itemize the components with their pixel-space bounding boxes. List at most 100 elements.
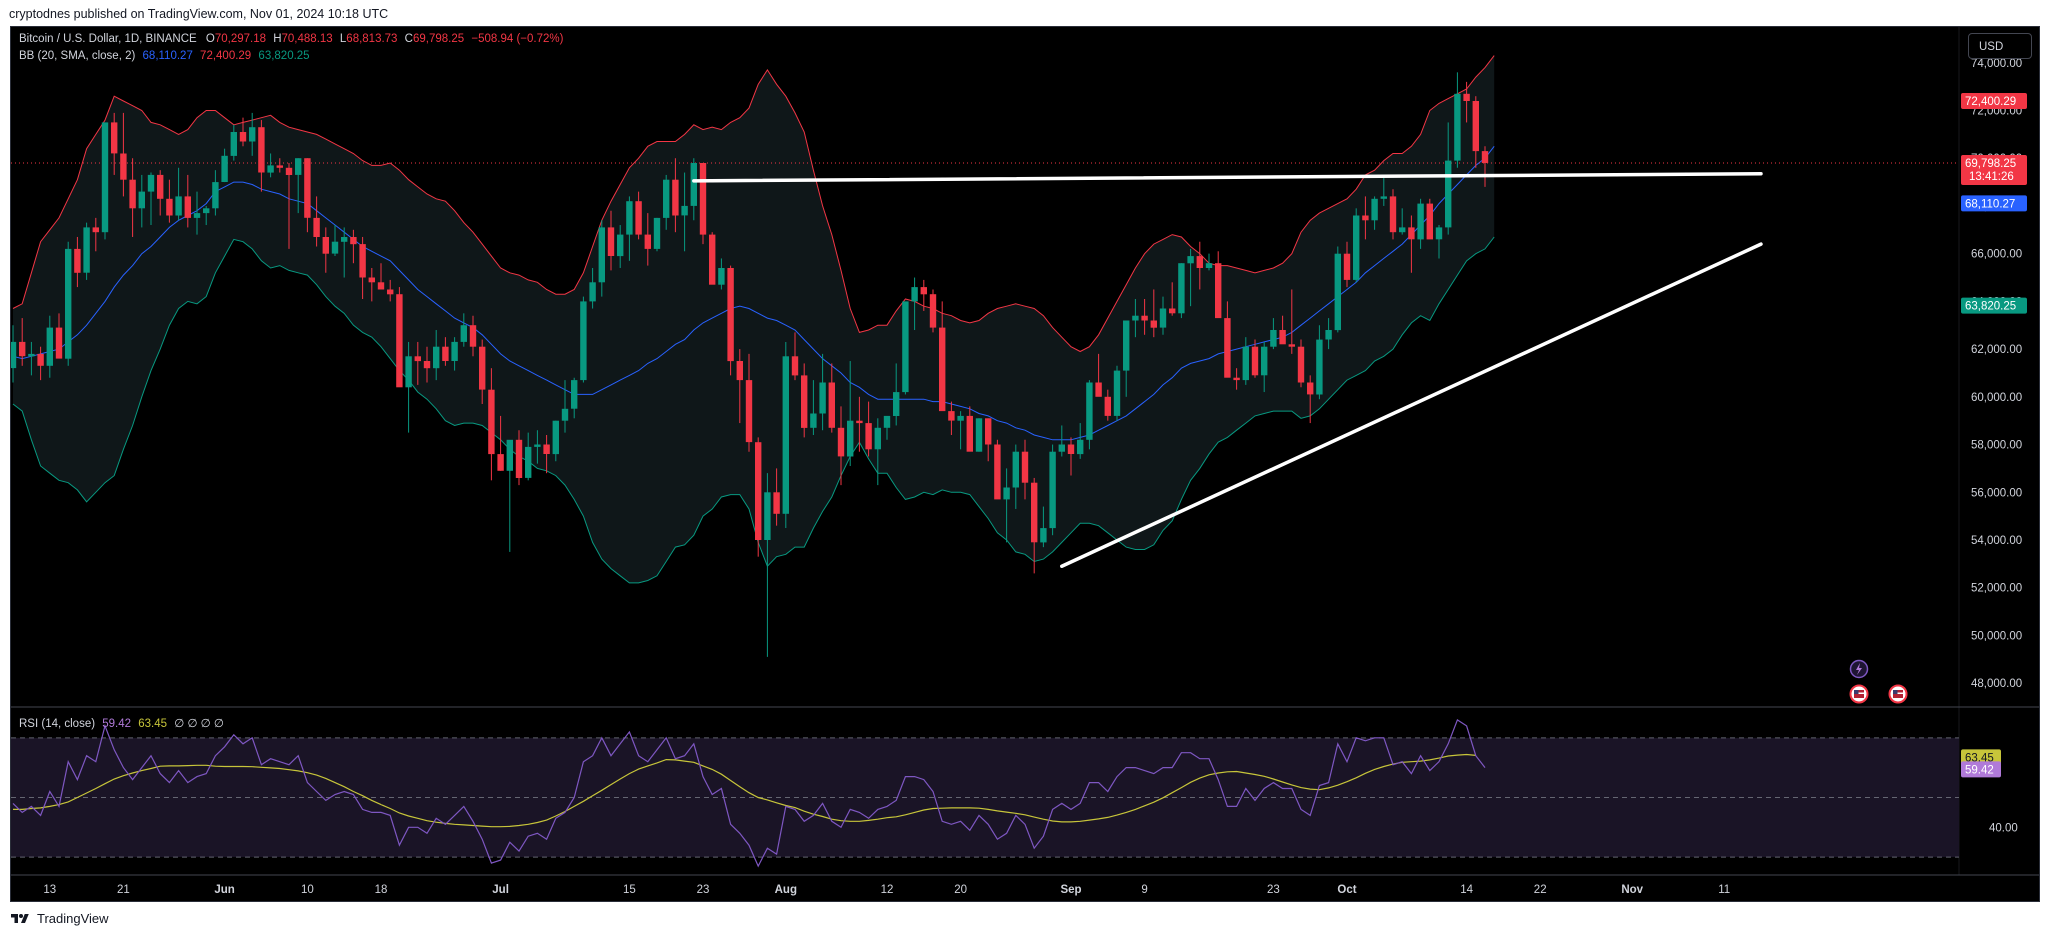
candle — [460, 313, 467, 347]
rsi-label-text: 63.45 — [1965, 752, 1994, 764]
candle-body — [1325, 330, 1332, 340]
candle — [46, 315, 53, 378]
candle-body — [1224, 318, 1231, 378]
candle-body — [479, 346, 486, 390]
candle — [1187, 248, 1194, 307]
candle-body — [745, 380, 753, 443]
candle-body — [543, 444, 550, 454]
candle — [837, 406, 845, 486]
candle-body — [1380, 196, 1387, 199]
chart-svg[interactable]: 74,000.0072,000.0070,000.0068,000.0066,0… — [11, 27, 2039, 901]
candle-body — [589, 282, 596, 302]
bb-title[interactable]: BB (20, SMA, close, 2) — [19, 50, 136, 62]
time-axis-label: 18 — [375, 884, 388, 896]
candle-body — [718, 268, 725, 285]
time-axis-label: Oct — [1337, 884, 1356, 896]
candle — [1463, 81, 1470, 123]
lightning-glyph — [1856, 663, 1862, 675]
candle — [525, 432, 532, 481]
candle — [1445, 122, 1452, 235]
rsi-legend: RSI (14, close) 59.42 63.45 ∅ ∅ ∅ ∅ — [19, 716, 224, 730]
candle-body — [1307, 382, 1314, 395]
candle — [801, 363, 808, 438]
candle — [663, 174, 670, 230]
candle-body — [368, 277, 375, 283]
candle — [893, 363, 900, 426]
candle-body — [1067, 444, 1075, 454]
candle — [414, 341, 421, 385]
high-label: H — [273, 33, 282, 45]
candle — [405, 341, 412, 433]
candle-body — [414, 356, 421, 362]
candle — [488, 368, 495, 481]
low-value: 68,813.73 — [346, 33, 398, 45]
high-value: 70,488.13 — [281, 33, 333, 45]
candle — [157, 170, 164, 216]
candle-body — [1215, 263, 1222, 319]
candle-body — [377, 282, 385, 290]
time-axis-label: 11 — [1718, 884, 1730, 896]
candle-body — [1049, 451, 1056, 529]
candle — [1242, 337, 1249, 385]
candle — [690, 158, 697, 221]
candle-body — [709, 234, 716, 285]
candle-body — [1012, 451, 1019, 488]
candle-body — [111, 122, 118, 154]
candle — [718, 258, 725, 290]
candle — [1399, 208, 1406, 235]
candle-body — [74, 248, 81, 273]
candle-body — [1279, 330, 1286, 345]
candle — [396, 287, 403, 388]
candle-body — [451, 341, 458, 361]
candle — [1279, 315, 1286, 345]
candle-body — [175, 196, 182, 216]
candle — [727, 265, 734, 376]
candle — [37, 346, 44, 381]
candle-body — [893, 392, 900, 416]
tradingview-footer[interactable]: TradingView — [9, 911, 109, 926]
time-axis-label: Aug — [775, 884, 797, 896]
candle-body — [847, 420, 854, 457]
candle — [1123, 320, 1130, 397]
candle-body — [304, 158, 311, 218]
candle-body — [626, 201, 633, 235]
candle — [883, 415, 891, 440]
candle-body — [239, 132, 247, 142]
candle-body — [644, 234, 651, 249]
candle — [1150, 289, 1157, 338]
price-tick-label: 74,000.00 — [1971, 58, 2022, 70]
chart-area[interactable]: 74,000.0072,000.0070,000.0068,000.0066,0… — [10, 26, 2040, 902]
candle — [1095, 353, 1102, 397]
candle — [580, 296, 587, 383]
candle — [764, 473, 771, 657]
symbol-label[interactable]: Bitcoin / U.S. Dollar, 1D, BINANCE — [19, 33, 197, 45]
time-axis-label: 20 — [954, 884, 967, 896]
candle — [65, 241, 72, 366]
candle — [561, 380, 569, 433]
lightning-event-icon — [1849, 659, 1869, 679]
candle-body — [1178, 263, 1185, 314]
candle-body — [929, 294, 937, 328]
candle-body — [1261, 346, 1268, 376]
rsi-title[interactable]: RSI (14, close) — [19, 718, 96, 730]
close-label: C — [404, 33, 413, 45]
candle — [856, 396, 863, 452]
candle-body — [1251, 346, 1259, 376]
candle-body — [488, 389, 495, 455]
candle-body — [782, 356, 789, 514]
bb-basis-value: 68,110.27 — [142, 50, 193, 62]
candle — [55, 313, 63, 359]
price-tick-label: 54,000.00 — [1971, 535, 2022, 547]
candle — [341, 227, 348, 278]
close-value: 69,798.25 — [412, 33, 465, 45]
us-flag-event-icon — [1888, 684, 1908, 704]
candle — [1215, 251, 1222, 319]
candle — [920, 279, 927, 311]
candle — [203, 205, 210, 226]
candle — [92, 217, 99, 252]
currency-button[interactable]: USD — [1968, 33, 2032, 59]
candle-body — [653, 217, 661, 249]
time-axis-label: 15 — [623, 884, 636, 896]
price-label-box — [1961, 155, 2027, 186]
candle — [957, 411, 964, 450]
